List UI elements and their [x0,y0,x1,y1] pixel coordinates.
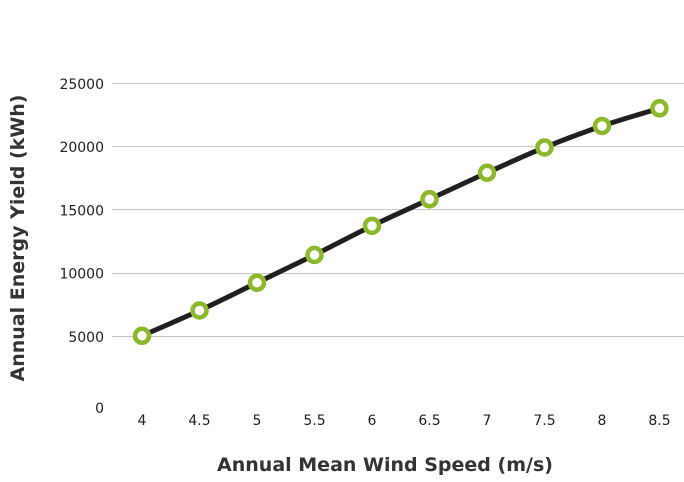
x-tick-label: 8.5 [648,413,670,429]
x-tick-label: 7.5 [533,413,555,429]
y-tick-label: 10000 [59,267,104,283]
y-tick-label: 25000 [59,77,104,93]
data-point [535,138,554,157]
data-point [592,116,612,136]
y-tick-label: 15000 [59,203,104,219]
series-line [139,105,662,339]
y-tick-label: 5000 [68,330,104,346]
marker-layer [132,99,669,346]
x-axis-tick-labels: 4 4.5 5 5.5 6 6.5 7 7.5 8 8.5 [138,413,671,429]
data-point [477,163,497,182]
data-point [132,326,152,346]
data-point [305,245,324,265]
x-tick-label: 8 [598,413,607,429]
x-tick-label: 5.5 [303,413,325,429]
data-point [420,190,439,209]
x-tick-label: 4.5 [188,413,210,429]
data-point [362,216,382,236]
y-tick-label: 0 [95,401,104,417]
y-axis-title: Annual Energy Yield (kWh) [7,95,29,382]
y-tick-label: 20000 [59,140,104,156]
y-axis-tick-labels: 0 5000 10000 15000 20000 25000 [59,77,104,417]
data-point [650,99,669,118]
x-tick-label: 6 [368,413,377,429]
x-tick-label: 6.5 [418,413,440,429]
x-tick-label: 5 [253,413,262,429]
data-point [190,301,209,320]
series-layer [139,105,662,339]
x-tick-label: 7 [483,413,492,429]
x-axis-title: Annual Mean Wind Speed (m/s) [217,454,553,476]
x-tick-label: 4 [138,413,147,429]
data-point [247,273,267,292]
grid-layer [112,83,684,337]
